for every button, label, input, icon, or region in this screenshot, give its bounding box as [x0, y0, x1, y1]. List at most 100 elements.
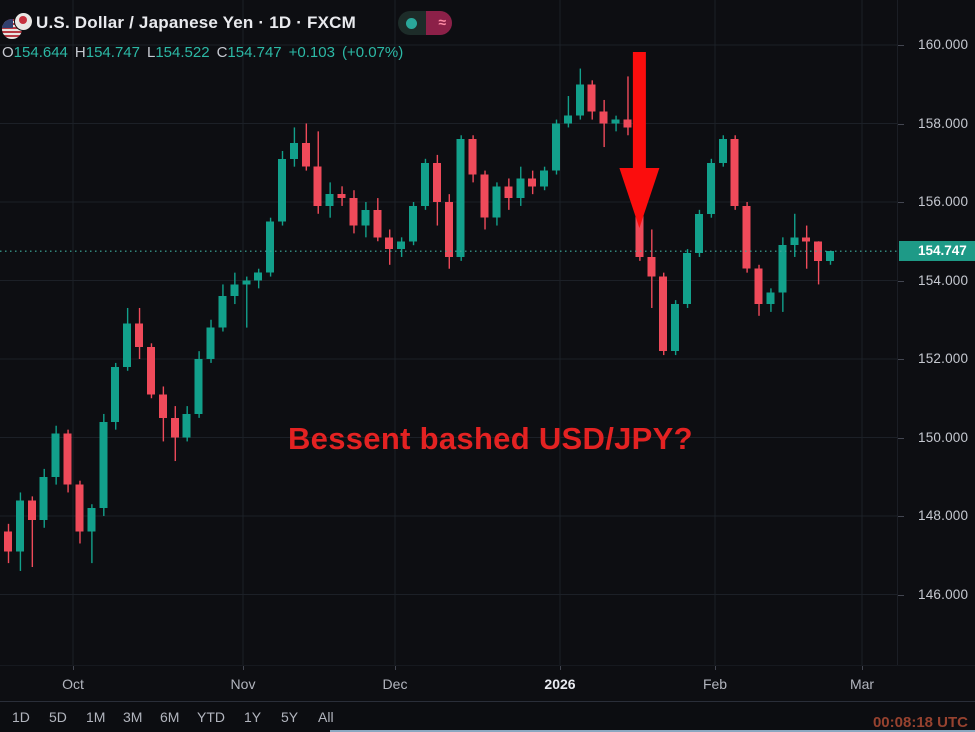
high-value: 154.747: [85, 44, 140, 61]
time-axis-label-dec: Dec: [382, 676, 408, 692]
market-status-toggle[interactable]: ≈: [398, 11, 452, 35]
price-axis-tick: [898, 438, 904, 439]
range-button-5y[interactable]: 5Y: [281, 709, 299, 725]
range-toolbar: 00:08:18 UTC 1D 5D 1M 3M 6M YTD 1Y 5Y All: [0, 701, 975, 732]
candle-up: [123, 323, 132, 367]
price-axis-label: 146.000: [918, 587, 969, 602]
price-axis-label: 160.000: [918, 37, 969, 52]
candle-down: [587, 84, 596, 112]
ohlc-row: O154.644 H154.747 L154.522 C154.747 +0.103 (+…: [2, 44, 403, 61]
time-axis-label-mar: Mar: [849, 676, 875, 692]
price-axis-tick: [898, 595, 904, 596]
candle-down: [468, 139, 477, 175]
candle-up: [266, 221, 275, 273]
candle-up: [790, 237, 799, 246]
candle-up: [194, 359, 203, 414]
range-button-5d[interactable]: 5D: [49, 709, 67, 725]
candle-up: [39, 476, 48, 520]
candle-up: [540, 170, 549, 187]
last-price-tag: 154.747: [899, 241, 975, 261]
time-axis-tick: [715, 666, 716, 670]
range-button-1y[interactable]: 1Y: [244, 709, 262, 725]
candle-up: [492, 186, 501, 218]
range-button-1d[interactable]: 1D: [12, 709, 30, 725]
candle-down: [623, 119, 632, 128]
price-axis-tick: [898, 359, 904, 360]
time-axis[interactable]: Oct Nov Dec 2026 Feb Mar: [0, 665, 975, 702]
candle-up: [683, 253, 692, 305]
market-status-dot-icon: [406, 17, 417, 29]
clock-timestamp: 00:08:18 UTC: [872, 714, 968, 731]
annotation-text[interactable]: Bessent bashed USD/JPY?: [288, 421, 693, 456]
open-value: 154.644: [13, 44, 68, 61]
time-axis-label-feb: Feb: [702, 676, 728, 692]
candlestick-chart[interactable]: [0, 0, 897, 665]
candle-down: [659, 276, 668, 352]
high-label: H: [74, 44, 86, 61]
change-value: +0.103: [288, 44, 335, 61]
candle-up: [420, 162, 429, 206]
change-percent: (+0.07%): [341, 44, 404, 61]
down-arrow-drawing[interactable]: [619, 52, 660, 228]
price-axis-tick: [898, 516, 904, 517]
time-axis-tick: [395, 666, 396, 670]
candle-down: [63, 433, 72, 485]
price-axis-label: 154.000: [918, 273, 969, 288]
price-axis-label: 148.000: [918, 508, 969, 523]
bottom-divider-line: [330, 730, 975, 732]
candle-down: [75, 484, 84, 532]
candle-up: [230, 284, 239, 297]
close-label: C: [216, 44, 228, 61]
candle-down: [27, 500, 36, 520]
candle-up: [456, 139, 465, 257]
candle-down: [146, 347, 155, 395]
candle-down: [480, 174, 489, 218]
candle-up: [551, 123, 560, 171]
range-button-1m[interactable]: 1M: [86, 709, 106, 725]
range-button-6m[interactable]: 6M: [160, 709, 180, 725]
candle-down: [432, 162, 441, 202]
candle-down: [814, 241, 823, 261]
candle-up: [361, 209, 370, 226]
candle-up: [111, 366, 120, 422]
candle-down: [4, 531, 12, 552]
candle-up: [206, 327, 215, 359]
candle-up: [671, 304, 680, 352]
approx-wave-icon: ≈: [438, 14, 446, 30]
candle-down: [349, 198, 358, 226]
candle-up: [277, 158, 286, 222]
candle-down: [599, 111, 608, 124]
time-axis-tick: [560, 666, 561, 670]
candle-up: [218, 296, 227, 328]
range-button-all[interactable]: All: [318, 709, 334, 725]
candle-up: [409, 205, 418, 242]
range-button-3m[interactable]: 3M: [123, 709, 143, 725]
candle-up: [99, 421, 108, 509]
candle-up: [15, 500, 24, 552]
close-value: 154.747: [227, 44, 282, 61]
candle-up: [766, 292, 775, 305]
range-button-ytd[interactable]: YTD: [197, 709, 225, 725]
low-value: 154.522: [155, 44, 210, 61]
candle-up: [694, 213, 703, 254]
candle-up: [325, 194, 334, 206]
candle-up: [289, 143, 298, 159]
candle-down: [385, 237, 394, 250]
candle-down: [730, 139, 739, 206]
price-axis-label: 152.000: [918, 351, 969, 366]
candle-down: [802, 237, 811, 242]
candle-down: [170, 417, 179, 438]
candle-up: [563, 115, 572, 124]
candle-up: [611, 119, 620, 124]
candle-up: [397, 241, 406, 250]
candle-up: [182, 413, 191, 438]
candle-up: [718, 139, 727, 163]
price-axis-tick: [898, 202, 904, 203]
candle-down: [158, 394, 167, 418]
candle-up: [825, 251, 834, 261]
candle-up: [778, 245, 787, 293]
price-axis[interactable]: 160.000 158.000 156.000 154.000 152.000 150.0…: [897, 0, 975, 665]
candle-down: [373, 209, 382, 238]
symbol-title[interactable]: U.S. Dollar / Japanese Yen · 1D · FXCM: [36, 13, 356, 32]
